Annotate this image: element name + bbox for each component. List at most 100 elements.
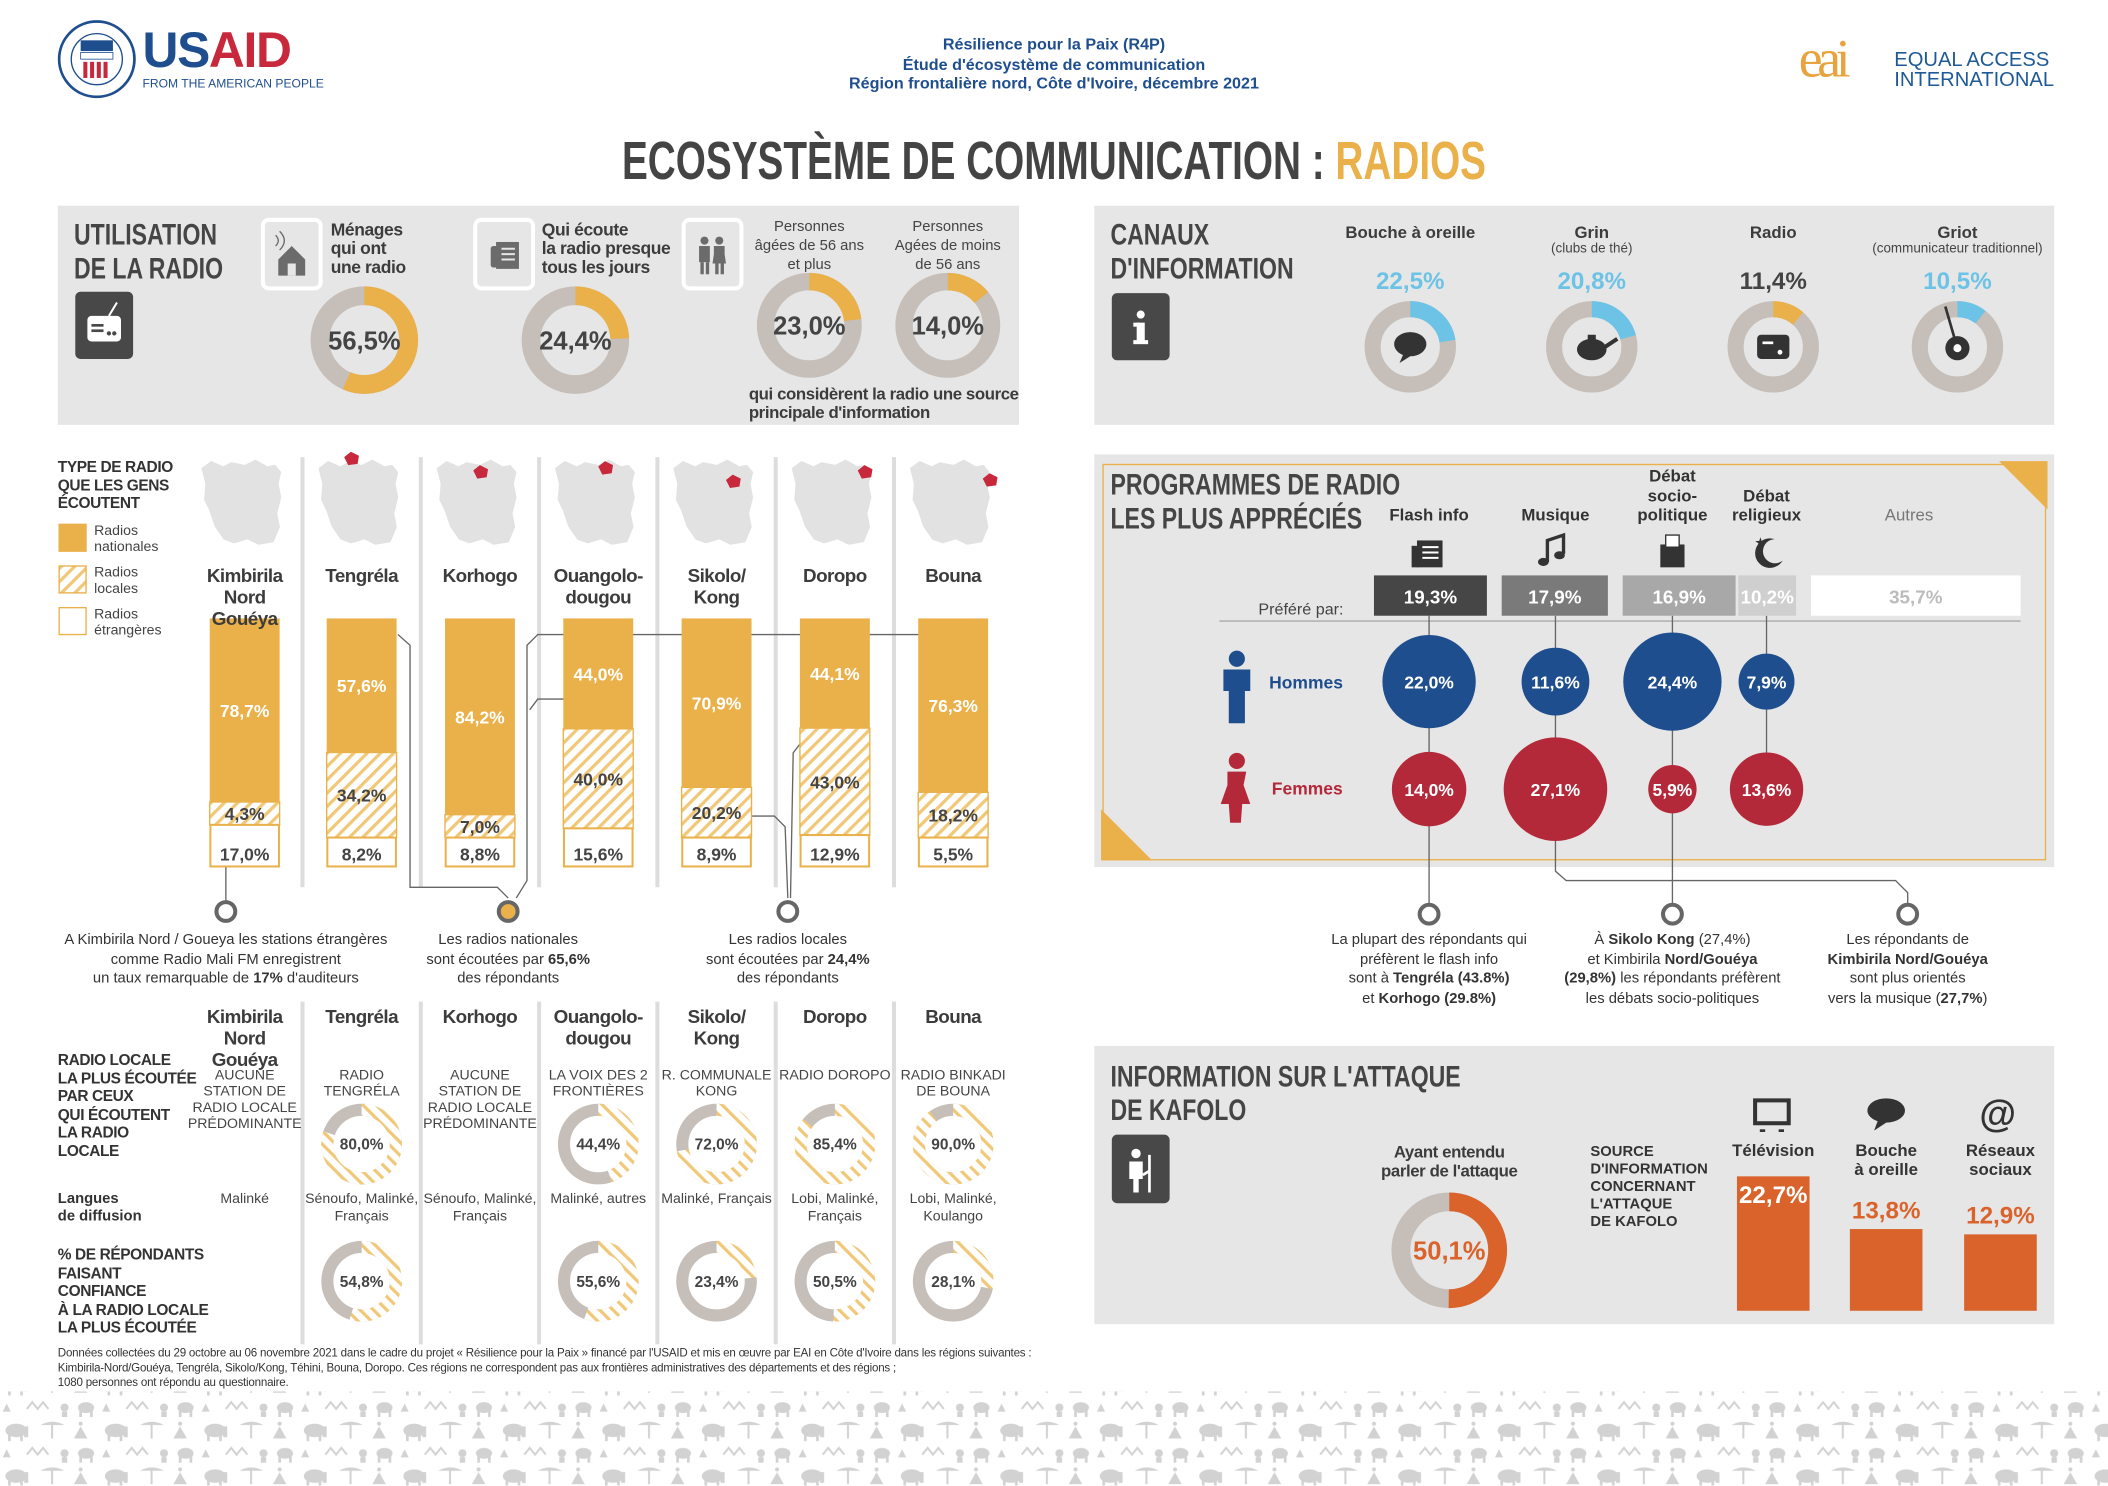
bar-value-local: 18,2% — [928, 806, 978, 826]
bar-segment-national — [918, 618, 989, 793]
label-line: Réseaux — [1965, 1141, 2036, 1161]
channel-value: 11,4% — [1739, 267, 1807, 295]
note-segment: sont écoutées par — [705, 951, 828, 968]
note-segment: sont à — [1348, 970, 1394, 987]
label-line: Qui écoute — [541, 219, 629, 240]
label-line: LA PLUS ÉCOUTÉE — [57, 1320, 197, 1337]
heading-line: Korhogo — [442, 1005, 518, 1028]
note-line: sont écoutées par 65,6% — [426, 950, 590, 969]
heading-line: Bouna — [925, 1005, 982, 1028]
bar-segment-national — [326, 618, 397, 753]
callout-marker — [1417, 902, 1441, 926]
note-line: sont écoutées par 24,4% — [706, 950, 870, 969]
connector-line — [529, 698, 565, 711]
radio-types-title: TYPE DE RADIO QUE LES GENS ÉCOUTENT — [58, 460, 173, 514]
newspaper-fold — [1411, 545, 1419, 568]
donut-value: 24,4% — [539, 327, 612, 355]
bar-segment-foreign — [917, 836, 989, 868]
newspaper-shape — [1416, 540, 1443, 568]
preference-bar — [1622, 575, 1736, 616]
confidence-donut: 54,8% — [321, 1240, 402, 1322]
source-value: 12,9% — [1966, 1203, 2035, 1230]
bar-value-local: 20,2% — [692, 803, 742, 823]
label-line: Télévision — [1732, 1141, 1815, 1161]
region-map-shape — [434, 457, 519, 547]
region-map-5 — [789, 457, 874, 547]
daily-listeners-donut: 24,4% — [521, 286, 630, 394]
teapot-body — [1576, 338, 1607, 361]
broadcast-languages: Lobi, Malinké, Français — [791, 1191, 879, 1225]
label-line: Langues — [57, 1191, 119, 1208]
bar-segment-national — [799, 618, 870, 729]
men-bubble — [1521, 647, 1590, 716]
callout-marker — [1660, 902, 1684, 926]
stacked-bar: 57,6% 34,2% 8,2% — [326, 618, 398, 868]
broadcast-languages: Sénoufo, Malinké, Français — [423, 1191, 537, 1225]
note-segment: Tengréla — [1393, 970, 1454, 987]
label-line: Débat — [1743, 485, 1790, 505]
label-line: sociaux — [1969, 1160, 2032, 1180]
local-station-name: LA VOIX DES 2 FRONTIÈRES — [548, 1067, 648, 1100]
note-segment: 24,4% — [827, 951, 870, 968]
local-station-share-donut: 85,4% — [794, 1103, 876, 1185]
region-highlight — [598, 461, 614, 475]
bar-value-foreign: 8,2% — [342, 844, 382, 864]
title-line: INFORMATION SUR L'ATTAQUE — [1110, 1059, 1461, 1093]
bubble-tail — [1399, 353, 1411, 363]
heading-line: Kong — [693, 586, 740, 608]
donut-arc — [521, 286, 630, 394]
region-map-3 — [552, 457, 637, 547]
heading-line: Sikolo/ — [687, 1005, 746, 1028]
note-line: comme Radio Mali FM enregistrent — [64, 950, 387, 969]
newspaper-icon — [473, 217, 536, 291]
local-station-share-donut: 44,4% — [557, 1103, 639, 1185]
bar-segment-foreign — [799, 834, 871, 868]
women-value: 5,9% — [1653, 780, 1693, 800]
region-map-shape — [789, 457, 874, 547]
kora-icon — [1944, 306, 1970, 361]
note-segment: Les répondants de — [1846, 931, 1969, 948]
label-line: D'INFORMATION — [1590, 1161, 1708, 1178]
woman-icon — [1220, 752, 1251, 823]
bar-value-local: 43,0% — [810, 772, 860, 792]
note-segment: (29,8%) — [1564, 970, 1617, 987]
heading-line: Tengréla — [325, 564, 399, 587]
local-station-name: RADIO TENGRÉLA — [323, 1067, 400, 1100]
note-line: Les radios locales — [706, 930, 870, 949]
usaid-logo: USAID FROM THE AMERICAN PEOPLE — [56, 19, 325, 100]
stacked-bar: 70,9% 20,2% 8,9% — [680, 618, 753, 868]
speech-bubble-icon — [1867, 1098, 1906, 1131]
programme-label: Autres — [1885, 505, 1934, 524]
label-line: qui considèrent la radio une source — [748, 384, 1019, 404]
note-segment: Kimbirila Nord/Gouéya — [1827, 951, 1988, 968]
local-station-name: AUCUNE STATION DE RADIO LOCALE PRÉDOMINA… — [187, 1067, 302, 1132]
label-line: une radio — [330, 256, 406, 277]
radio-programmes-frame — [1102, 463, 2047, 861]
stacked-bar: 84,2% 7,0% 8,8% — [444, 618, 516, 868]
note-segment: comme Radio Mali FM enregistrent — [110, 951, 341, 968]
local-station-share-donut: 90,0% — [912, 1103, 994, 1185]
source-label: Télévision — [1732, 1141, 1814, 1160]
decorative-pattern-band — [0, 1391, 2108, 1486]
note-line: Les répondants de — [1828, 930, 1988, 949]
column-heading: Kimbirila Nord Gouéya — [184, 565, 305, 630]
label-line: principale d'information — [748, 403, 930, 423]
region-highlight — [725, 474, 741, 489]
men-bubble — [1623, 632, 1722, 731]
kora-hole — [1953, 344, 1962, 353]
tv-screen — [1757, 1102, 1787, 1122]
local-station-share-donut: 72,0% — [676, 1103, 757, 1185]
bar-value-local: 40,0% — [573, 769, 623, 789]
heading-line: Kimbirila Nord — [206, 564, 283, 608]
men-value: 22,0% — [1404, 672, 1454, 692]
radio-knob — [1777, 349, 1783, 355]
bar-value-national: 84,2% — [455, 707, 505, 727]
broadcast-languages: Lobi, Malinké, Koulango — [909, 1191, 997, 1225]
label-line: tous les jours — [541, 256, 650, 277]
attack-source-label: SOURCE D'INFORMATION CONCERNANT L'ATTAQU… — [1590, 1144, 1707, 1231]
title-line: LES PLUS APPRÉCIÉS — [1110, 501, 1363, 536]
heading-line: Gouéya — [211, 607, 278, 630]
bar-segment-local — [680, 786, 753, 839]
donut-arc — [1546, 301, 1638, 393]
eai-logo-line1: EQUAL ACCESS — [1894, 48, 2050, 72]
